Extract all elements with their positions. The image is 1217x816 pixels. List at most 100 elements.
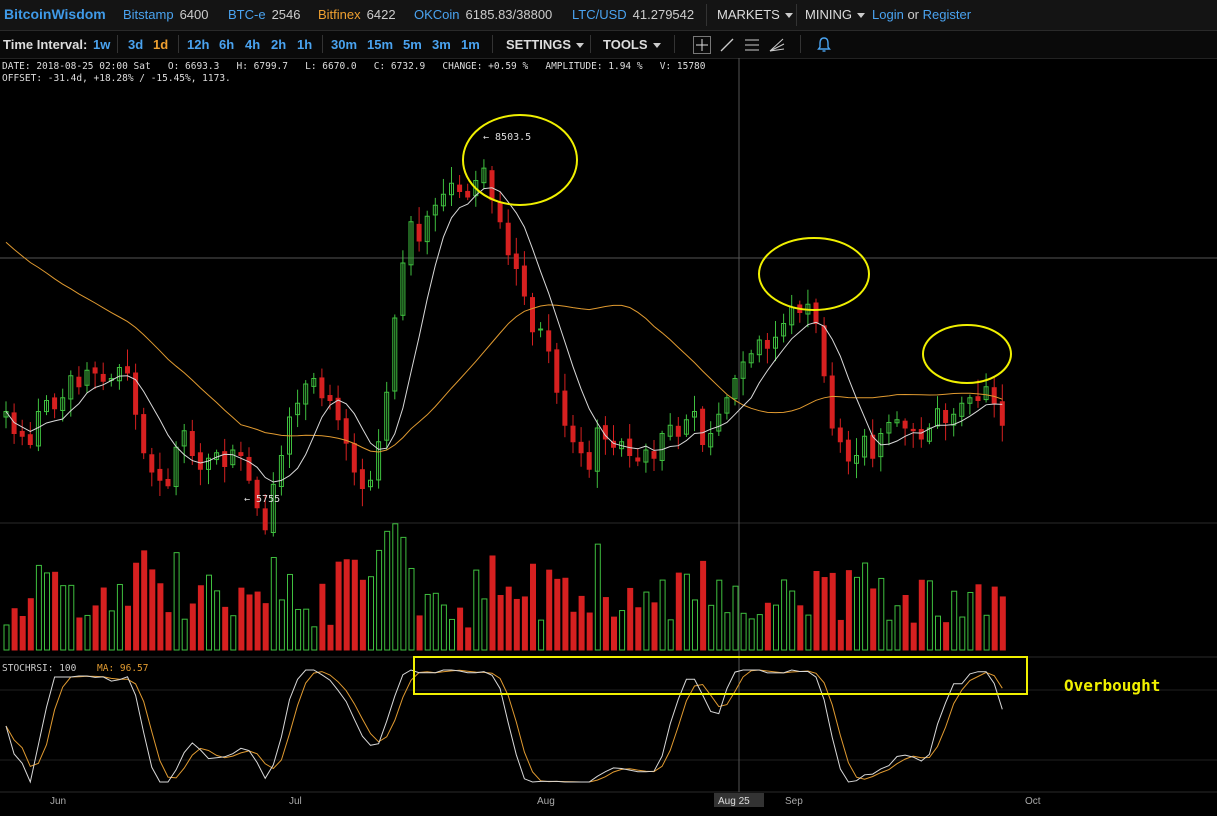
candle: [651, 439, 657, 471]
candle-body: [392, 317, 398, 392]
chart-toolbar: Time Interval: 1w 3d 1d 12h 6h 4h 2h 1h …: [0, 31, 1217, 59]
interval-12h[interactable]: 12h: [187, 37, 210, 52]
candle-body: [854, 455, 859, 464]
volume-bar: [489, 555, 496, 651]
volume-bar: [967, 591, 974, 651]
volume-bar: [708, 604, 715, 651]
interval-6h[interactable]: 6h: [219, 37, 235, 52]
candle: [627, 424, 633, 468]
candle: [60, 388, 66, 422]
candle-body: [295, 402, 301, 416]
fibonacci-icon[interactable]: [742, 35, 762, 55]
login-link[interactable]: Login: [872, 7, 904, 22]
interval-3d[interactable]: 3d: [128, 37, 144, 52]
interval-1m[interactable]: 1m: [461, 37, 480, 52]
interval-1w[interactable]: 1w: [93, 37, 111, 52]
ohlc-info-panel: DATE: 2018-08-25 02:00 Sat O: 6693.3 H: …: [2, 61, 706, 85]
volume-bar: [756, 614, 763, 651]
volume-bar: [214, 590, 221, 651]
volume-bar: [116, 583, 123, 651]
volume-bar: [392, 523, 399, 651]
candle: [157, 452, 163, 497]
interval-30m[interactable]: 30m: [331, 37, 358, 52]
interval-3m[interactable]: 3m: [432, 37, 451, 52]
ticker-bitfinex[interactable]: Bitfinex 6422: [318, 7, 396, 22]
candle-body: [165, 478, 171, 487]
crosshair: [0, 58, 1217, 792]
x-label-jul: Jul: [289, 796, 302, 807]
candle: [278, 445, 284, 496]
interval-4h[interactable]: 4h: [245, 37, 261, 52]
crosshair-icon[interactable]: [692, 35, 712, 55]
markets-menu[interactable]: MARKETS: [717, 7, 793, 22]
settings-menu[interactable]: SETTINGS: [506, 37, 585, 52]
mining-label: MINING: [805, 7, 852, 22]
volume-bar: [805, 614, 812, 651]
volume-bar: [327, 624, 334, 651]
fan-icon[interactable]: [767, 35, 787, 55]
line-draw-icon[interactable]: [717, 35, 737, 55]
volume-bar: [359, 579, 366, 651]
volume-bar: [416, 615, 423, 651]
candle: [789, 294, 795, 335]
candle: [343, 409, 349, 461]
brand-logo[interactable]: BitcoinWisdom: [4, 6, 106, 22]
interval-2h[interactable]: 2h: [271, 37, 287, 52]
interval-1d[interactable]: 1d: [153, 37, 169, 52]
candle-body: [44, 400, 49, 413]
candle: [505, 209, 511, 265]
candle: [546, 314, 552, 364]
volume-bar: [262, 603, 269, 651]
candle: [116, 364, 122, 390]
candle-body: [100, 373, 106, 382]
overbought-annotation: Overbought: [1064, 676, 1160, 695]
volume-bar: [303, 608, 310, 651]
volume-bar: [513, 598, 520, 651]
ticker-price: 2546: [271, 7, 301, 22]
candle-body: [651, 451, 657, 459]
candle-body: [951, 413, 957, 426]
candle-body: [894, 419, 900, 424]
ticker-okcoin[interactable]: OKCoin 6185.83/38800: [414, 7, 552, 22]
volume-bar: [287, 573, 293, 651]
interval-15m[interactable]: 15m: [367, 37, 394, 52]
candle-body: [635, 457, 641, 462]
candle: [311, 372, 317, 394]
volume-bar: [870, 588, 877, 651]
volume-bar: [157, 583, 164, 651]
candle-body: [141, 414, 147, 454]
interval-1h[interactable]: 1h: [297, 37, 313, 52]
volume-bar: [19, 615, 26, 651]
candle: [351, 433, 357, 486]
interval-5m[interactable]: 5m: [403, 37, 422, 52]
volume-bar: [11, 608, 18, 651]
candle: [254, 476, 260, 516]
ohlc-info-line: DATE: 2018-08-25 02:00 Sat O: 6693.3 H: …: [2, 61, 706, 72]
candle-body: [570, 425, 576, 443]
candle: [643, 443, 649, 473]
volume-bar: [748, 618, 755, 651]
volume-bar: [400, 536, 407, 651]
candle-body: [918, 429, 924, 440]
alert-bell-icon[interactable]: [814, 35, 834, 55]
candle: [100, 362, 106, 391]
chevron-down-icon: [784, 13, 793, 19]
ticker-bitstamp[interactable]: Bitstamp 6400: [123, 7, 209, 22]
ticker-btce[interactable]: BTC-e 2546: [228, 7, 300, 22]
mining-menu[interactable]: MINING: [805, 7, 865, 22]
ticker-ltcusd[interactable]: LTC/USD 41.279542: [572, 7, 694, 22]
candle-body: [197, 452, 203, 470]
price-chart[interactable]: ← 8503.5 ← 5755 STOCHRSI: 100 MA: 96.57 …: [0, 58, 1217, 816]
volume-bar: [918, 579, 925, 651]
tools-menu[interactable]: TOOLS: [603, 37, 661, 52]
candle-body: [773, 336, 778, 349]
candle-body: [116, 367, 122, 382]
candlesticks: [3, 159, 1005, 537]
auth-links: Login or Register: [872, 7, 971, 22]
candle: [635, 448, 641, 467]
volume-bar: [530, 563, 536, 651]
candle-body: [554, 349, 560, 393]
candle-body: [125, 366, 130, 374]
register-link[interactable]: Register: [922, 7, 972, 22]
ticker-price: 6185.83/38800: [465, 7, 553, 22]
